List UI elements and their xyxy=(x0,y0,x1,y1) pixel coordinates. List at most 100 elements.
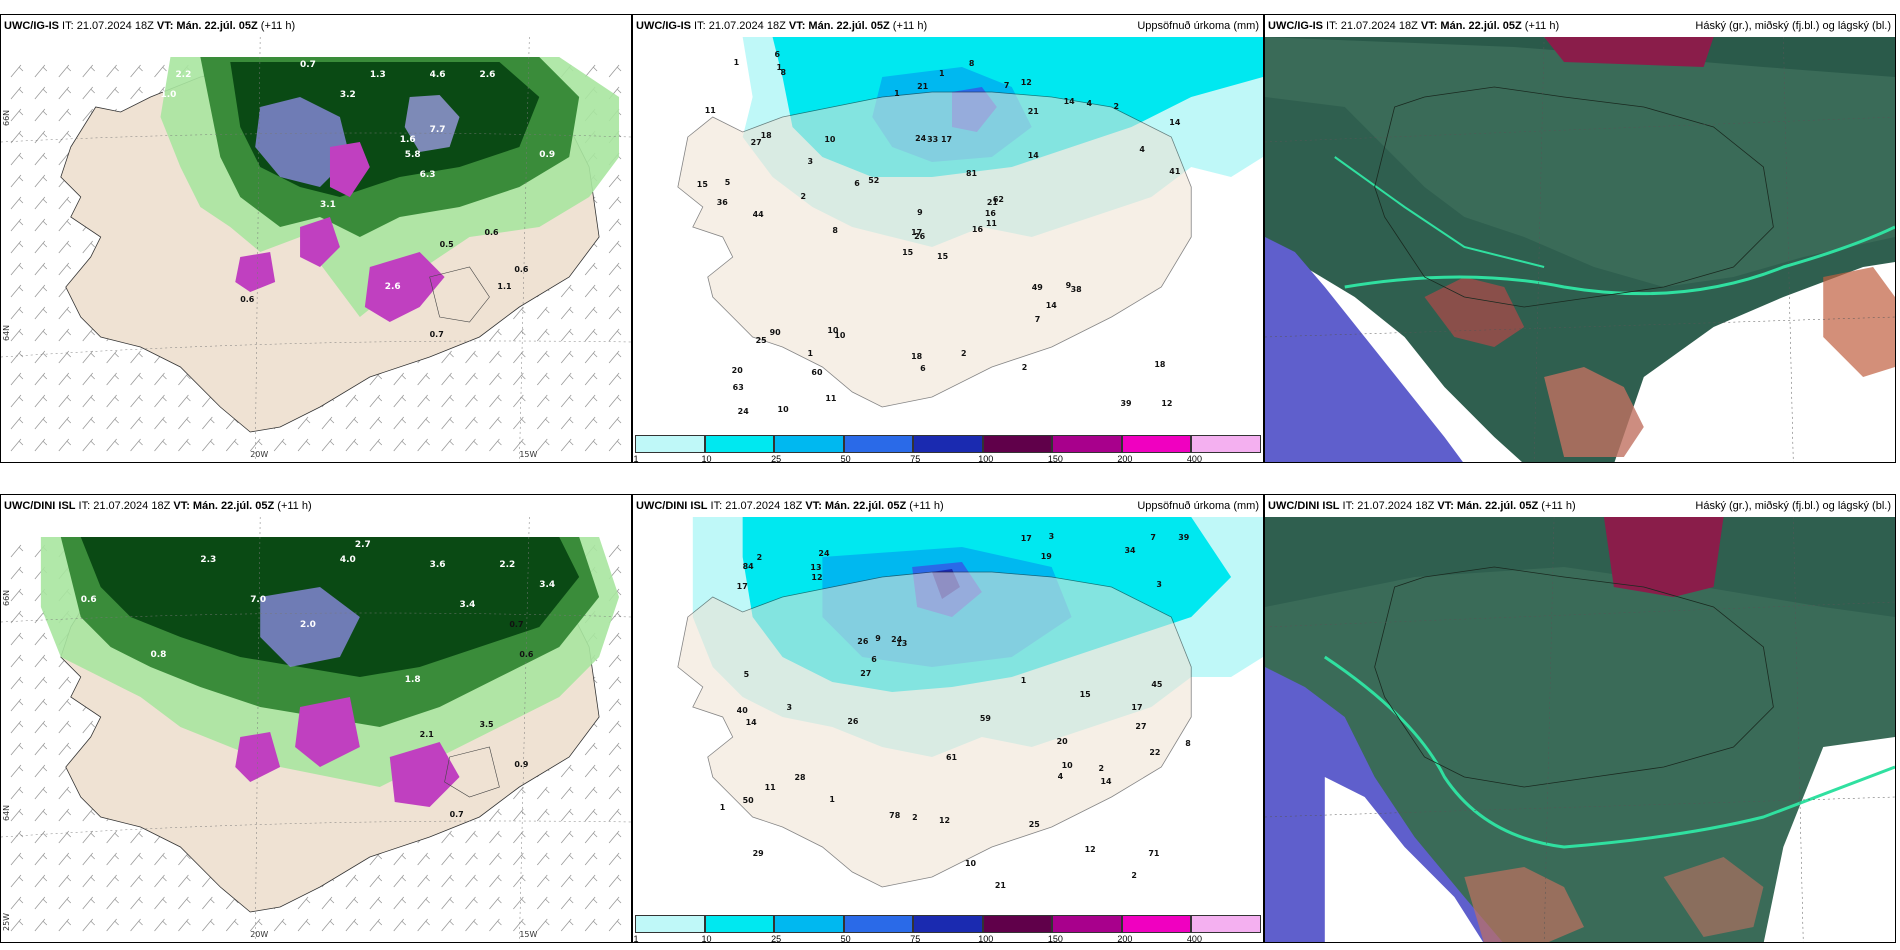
wind-barb xyxy=(34,262,48,276)
wind-barb xyxy=(441,896,454,910)
wind-barb xyxy=(393,896,406,910)
wind-barb xyxy=(10,786,24,800)
panel-header: UWC/DINI ISL IT: 21.07.2024 18Z VT: Mán.… xyxy=(633,495,1263,517)
precip-label: 34 xyxy=(1124,546,1136,555)
precip-label: 27 xyxy=(860,669,871,678)
wind-barb xyxy=(608,306,622,320)
precip-label: 6 xyxy=(871,655,877,664)
wind-barb xyxy=(34,394,48,408)
precip-label: 1 xyxy=(829,795,835,804)
wind-barb xyxy=(584,394,598,408)
wind-barb xyxy=(608,262,622,276)
precip-label: 10 xyxy=(1062,761,1074,770)
precip-label: 4 xyxy=(1087,99,1093,108)
wind-barb xyxy=(34,108,48,122)
precip-label: 21 xyxy=(1028,107,1039,116)
wind-barb xyxy=(34,720,48,734)
precip-label: 8 xyxy=(1185,739,1191,748)
colorbar-swatch xyxy=(1052,915,1122,933)
wind-barb xyxy=(369,874,383,888)
precip-label: 11 xyxy=(705,106,716,115)
svg-text:0.7: 0.7 xyxy=(450,810,464,819)
row2-precip-panel: UWC/DINI ISL IT: 21.07.2024 18Z VT: Mán.… xyxy=(632,494,1264,943)
wind-barb xyxy=(297,896,311,910)
precip-label: 7 xyxy=(1035,315,1041,324)
wind-barb xyxy=(34,830,48,844)
cloud-map xyxy=(1265,517,1895,942)
precip-label: 21 xyxy=(995,881,1006,890)
precip-label: 21 xyxy=(987,198,998,207)
wind-barb xyxy=(10,610,24,624)
precip-label: 1 xyxy=(807,349,813,358)
wind-barb xyxy=(489,438,502,452)
wind-barb xyxy=(58,64,72,78)
wind-barb xyxy=(369,372,383,386)
wind-barb xyxy=(465,874,478,888)
wind-barb xyxy=(536,394,550,408)
wind-barb xyxy=(10,262,24,276)
precip-label: 1 xyxy=(734,58,740,67)
precip-label: 26 xyxy=(847,717,859,726)
wind-barb xyxy=(297,416,311,430)
svg-text:7.0: 7.0 xyxy=(250,595,266,605)
wind-barb xyxy=(82,918,95,932)
precip-label: 3 xyxy=(807,157,813,166)
wind-barb xyxy=(58,196,72,210)
wind-barb xyxy=(10,284,24,298)
svg-text:3.1: 3.1 xyxy=(320,200,336,210)
wind-barb xyxy=(584,328,598,342)
precip-label: 14 xyxy=(1169,118,1181,127)
wind-barb xyxy=(34,896,48,910)
wind-barb xyxy=(608,720,622,734)
wind-barb xyxy=(130,918,143,932)
wind-barb xyxy=(82,720,95,734)
wind-barb xyxy=(608,676,622,690)
wind-barb xyxy=(465,350,478,364)
wind-barb xyxy=(58,852,72,866)
colorbar-tick: 400 xyxy=(1186,454,1202,463)
precip-label: 11 xyxy=(825,394,836,403)
wind-barb xyxy=(513,372,526,386)
precip-label: 24 xyxy=(915,134,927,143)
wind-barb xyxy=(345,438,359,452)
wind-barb xyxy=(58,918,72,932)
wind-barb xyxy=(130,896,143,910)
wind-barb xyxy=(106,896,119,910)
wind-barb xyxy=(608,808,622,822)
wind-barb xyxy=(393,438,406,452)
wind-barb xyxy=(513,786,526,800)
precip-label: 63 xyxy=(733,383,744,392)
precip-colorbar: 1 10 25 50 75 100 150 200 400 xyxy=(633,435,1261,463)
colorbar-swatch xyxy=(1052,435,1122,453)
wind-barb xyxy=(34,654,48,668)
wind-barb xyxy=(106,830,119,844)
precip-label: 7 xyxy=(1004,81,1010,90)
wind-barb xyxy=(536,918,550,932)
precip-label: 10 xyxy=(827,326,839,335)
wind-barb xyxy=(608,196,622,210)
wind-barb xyxy=(106,874,119,888)
wind-barb xyxy=(10,240,24,254)
precip-label: 22 xyxy=(1149,748,1160,757)
wind-barb xyxy=(608,632,622,646)
wind-barb xyxy=(536,830,550,844)
wind-barb xyxy=(536,852,550,866)
wind-barb xyxy=(536,808,550,822)
cloud-map xyxy=(1265,37,1895,462)
precip-label: 1 xyxy=(1021,676,1027,685)
wind-barb xyxy=(34,438,48,452)
precip-label: 2 xyxy=(757,553,763,562)
wind-barb xyxy=(584,372,598,386)
wind-barb xyxy=(393,852,406,866)
wind-barb xyxy=(130,830,143,844)
wind-barb xyxy=(441,416,454,430)
colorbar-swatch xyxy=(635,435,705,453)
wind-barb xyxy=(106,394,119,408)
wind-barb xyxy=(154,918,167,932)
svg-text:7.7: 7.7 xyxy=(430,125,446,135)
precip-label: 19 xyxy=(1041,552,1053,561)
precip-label: 59 xyxy=(980,714,992,723)
wind-barb xyxy=(106,372,119,386)
precip-label: 1 xyxy=(894,89,900,98)
wind-barb xyxy=(369,896,383,910)
